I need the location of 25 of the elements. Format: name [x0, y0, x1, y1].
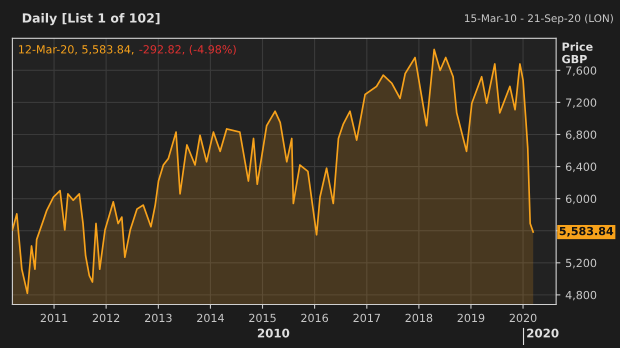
y-tick-label: 4,800 [566, 290, 596, 300]
y-tick-label: 5,200 [566, 258, 596, 268]
text: 2010 [258, 328, 290, 338]
chart-subtitle: 15-Mar-10 - 21-Sep-20 (LON) [465, 14, 613, 24]
text: 2020 [527, 328, 559, 338]
y-tick-label: 7,600 [566, 66, 596, 76]
x-tick-label: 2017 [353, 314, 380, 322]
annotation: 5,583.84 [560, 226, 614, 237]
x-tick-label: 2019 [458, 314, 484, 322]
y-tick-label: 7,200 [566, 98, 596, 108]
x-tick-label: 2014 [197, 314, 224, 322]
y-tick-label: 6,000 [566, 194, 596, 204]
x-tick-label: 2018 [406, 314, 432, 322]
y-axis-title: Price GBP [562, 42, 593, 64]
x-tick-label: 2016 [301, 314, 328, 322]
annotation: -292.82, (-4.98%) [139, 44, 236, 55]
chart-title: Daily [List 1 of 102] [22, 13, 160, 26]
text: 12-Mar-20, 5,583.84, [19, 45, 134, 55]
x-tick-label: 2020 [510, 314, 536, 322]
x-tick-label: 2013 [145, 314, 172, 322]
x-tick-label: 2012 [92, 314, 120, 322]
x-tick-label: 2011 [40, 314, 68, 322]
y-tick-label: 6,800 [566, 130, 596, 140]
y-tick-label: 6,400 [566, 162, 596, 172]
x-tick-label: 2015 [249, 314, 276, 322]
